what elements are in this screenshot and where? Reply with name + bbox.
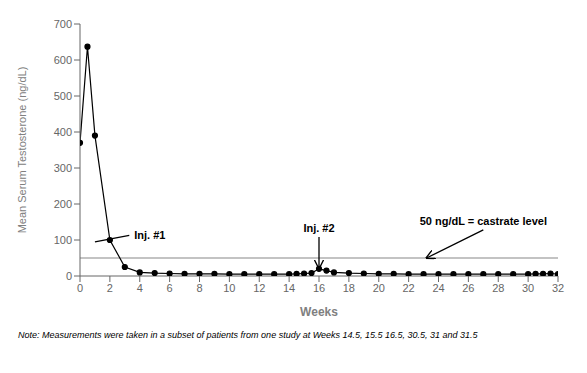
svg-text:Inj. #1: Inj. #1 (134, 229, 165, 241)
svg-text:2: 2 (107, 282, 113, 294)
svg-text:50 ng/dL = castrate level: 50 ng/dL = castrate level (420, 215, 547, 227)
svg-text:22: 22 (403, 282, 415, 294)
svg-text:0: 0 (66, 270, 72, 282)
svg-text:4: 4 (137, 282, 143, 294)
svg-text:Mean Serum Testosterone (ng/dL: Mean Serum Testosterone (ng/dL) (16, 67, 28, 234)
svg-text:Inj. #2: Inj. #2 (303, 222, 334, 234)
svg-text:700: 700 (54, 18, 72, 30)
svg-text:0: 0 (77, 282, 83, 294)
svg-text:100: 100 (54, 234, 72, 246)
svg-text:12: 12 (253, 282, 265, 294)
svg-text:30: 30 (522, 282, 534, 294)
svg-text:16: 16 (313, 282, 325, 294)
svg-text:6: 6 (167, 282, 173, 294)
svg-text:400: 400 (54, 126, 72, 138)
svg-text:14: 14 (283, 282, 295, 294)
svg-text:18: 18 (343, 282, 355, 294)
svg-text:Weeks: Weeks (300, 305, 338, 319)
svg-text:10: 10 (223, 282, 235, 294)
html-text:Note: Measurements were taken: Note: Measurements were taken in a subse… (18, 330, 478, 340)
svg-text:200: 200 (54, 198, 72, 210)
svg-text:26: 26 (462, 282, 474, 294)
svg-text:28: 28 (492, 282, 504, 294)
svg-text:600: 600 (54, 54, 72, 66)
svg-text:24: 24 (432, 282, 444, 294)
svg-text:500: 500 (54, 90, 72, 102)
svg-text:32: 32 (552, 282, 564, 294)
svg-text:300: 300 (54, 162, 72, 174)
svg-text:20: 20 (373, 282, 385, 294)
svg-text:8: 8 (196, 282, 202, 294)
